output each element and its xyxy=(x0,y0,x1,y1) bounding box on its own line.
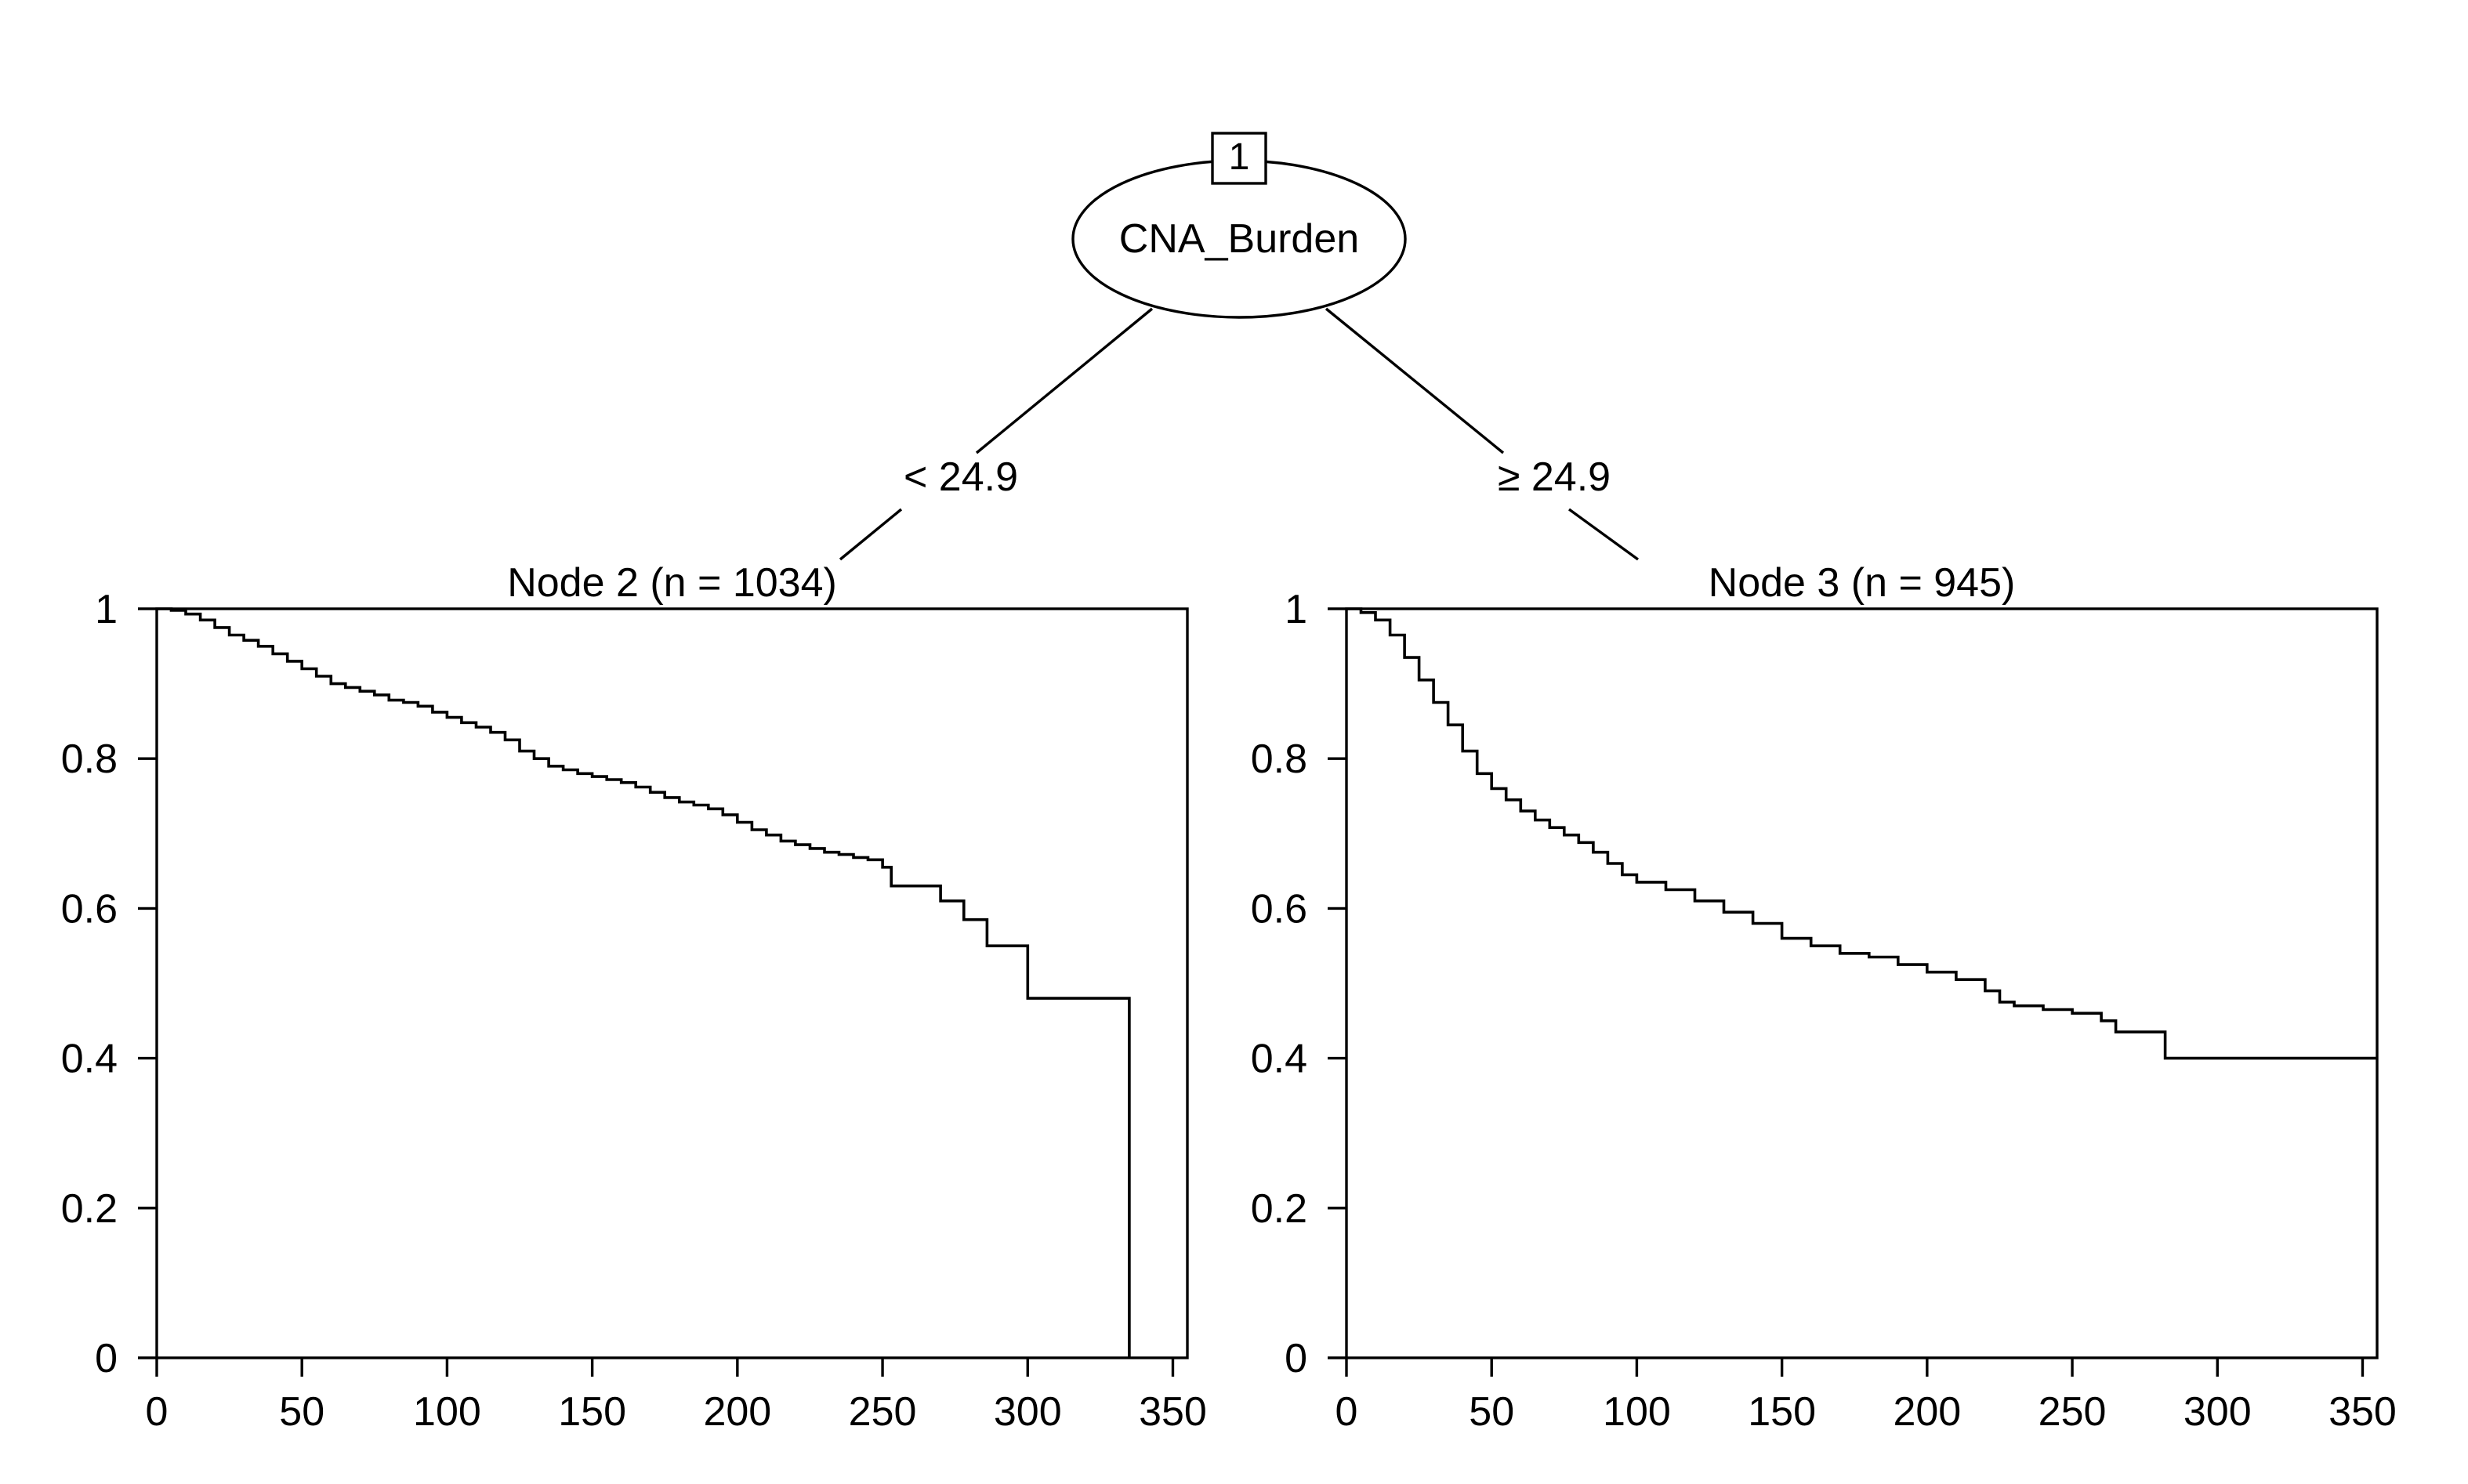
root-node-id-box xyxy=(1211,132,1267,185)
node-2-y-tick-label: 0.4 xyxy=(61,1037,118,1082)
node-2-survival-curve xyxy=(157,607,1131,1358)
node-3-y-tick-label: 1 xyxy=(1285,587,1307,632)
node-3-x-tick-label: 0 xyxy=(1335,1389,1358,1435)
node-3-x-tick-label: 250 xyxy=(2039,1389,2107,1435)
node-2-survival-panel: Node 2 (n = 1034) 0 50 100 150 200 250 300 350 0 0… xyxy=(61,560,1207,1435)
edge-left-lower xyxy=(839,508,903,561)
node-2-x-tick-label: 150 xyxy=(558,1389,626,1435)
node-2-x-tick-label: 50 xyxy=(279,1389,324,1435)
node-3-y-tick-label: 0.2 xyxy=(1251,1186,1307,1232)
node-2-x-tick-label: 350 xyxy=(1139,1389,1207,1435)
node-3-x-tick-label: 50 xyxy=(1469,1389,1514,1435)
node-3-y-tick-label: 0.4 xyxy=(1251,1037,1307,1082)
root-node-variable: CNA_Burden xyxy=(1119,216,1359,262)
edge-right-upper xyxy=(1325,307,1505,454)
node-2-y-tick-label: 0.6 xyxy=(61,886,118,932)
node-3-survival-curve xyxy=(1346,607,2377,1060)
node-2-x-tick-label: 250 xyxy=(849,1389,917,1435)
node-3-x-tick-label: 100 xyxy=(1603,1389,1671,1435)
node-3-title: Node 3 (n = 945) xyxy=(1709,560,2016,606)
node-3-x-tick-label: 300 xyxy=(2184,1389,2252,1435)
left-split-label: < 24.9 xyxy=(904,454,1018,500)
node-2-x-tick-label: 100 xyxy=(413,1389,481,1435)
node-2-y-tick-label: 0.8 xyxy=(61,737,118,782)
edge-right-lower xyxy=(1568,508,1639,561)
node-2-x-tick-label: 300 xyxy=(994,1389,1062,1435)
node-2-y-tick-label: 1 xyxy=(95,587,118,632)
node-3-y-tick-label: 0.6 xyxy=(1251,886,1307,932)
root-node-id: 1 xyxy=(1229,136,1250,178)
node-3-y-tick-label: 0.8 xyxy=(1251,737,1307,782)
node-3-x-tick-label: 150 xyxy=(1748,1389,1816,1435)
node-2-title: Node 2 (n = 1034) xyxy=(507,560,837,606)
node-3-survival-panel: Node 3 (n = 945) 0 50 100 150 200 250 300 350 0 0.… xyxy=(1251,560,2397,1435)
node-2-y-tick-label: 0.2 xyxy=(61,1186,118,1232)
node-2-x-tick-label: 0 xyxy=(146,1389,169,1435)
right-split-label: ≥ 24.9 xyxy=(1498,454,1611,500)
node-2-plot-frame xyxy=(155,607,1189,1359)
node-3-x-tick-label: 200 xyxy=(1893,1389,1961,1435)
node-2-y-tick-label: 0 xyxy=(95,1336,118,1381)
node-3-x-tick-label: 350 xyxy=(2328,1389,2397,1435)
node-2-x-tick-label: 200 xyxy=(703,1389,771,1435)
node-3-y-tick-label: 0 xyxy=(1285,1336,1307,1381)
edge-left-upper xyxy=(975,307,1154,454)
node-3-plot-frame xyxy=(1345,607,2379,1359)
